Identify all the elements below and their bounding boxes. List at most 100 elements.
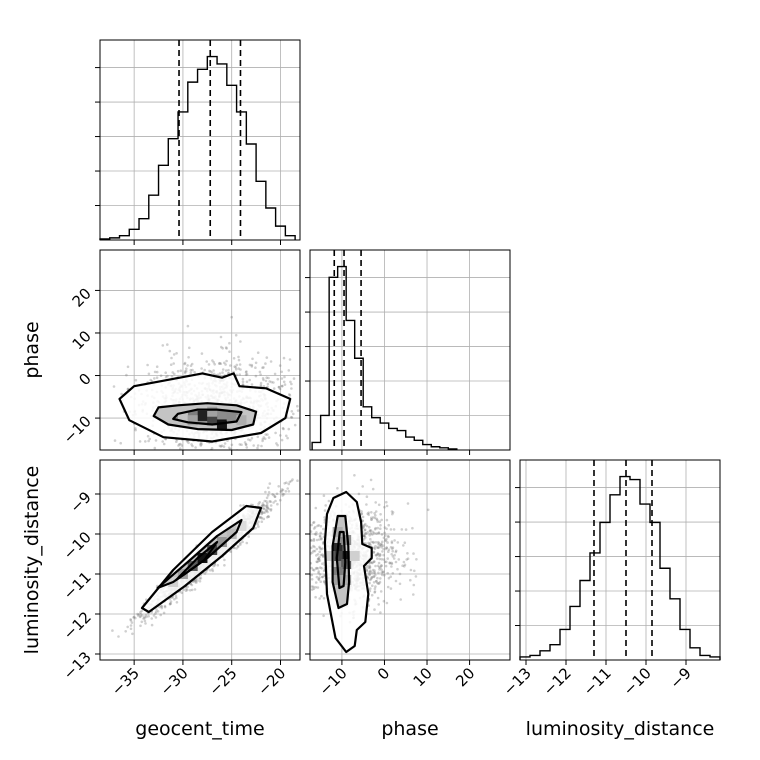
sample-point (216, 373, 219, 377)
sample-point (179, 447, 182, 450)
sample-point (238, 373, 241, 376)
density-cell (236, 415, 247, 426)
sample-point (234, 366, 237, 369)
sample-point (376, 552, 380, 556)
sample-point (245, 446, 249, 449)
sample-point (365, 568, 369, 572)
sample-point (266, 385, 269, 389)
sample-point (188, 346, 191, 350)
sample-point (216, 563, 220, 567)
sample-point (403, 541, 407, 544)
sample-point (373, 531, 376, 535)
panel-frame (99, 39, 301, 241)
sample-point (376, 557, 379, 560)
sample-point (409, 578, 412, 582)
sample-point (372, 540, 375, 544)
sample-point (302, 546, 305, 549)
sample-point (240, 443, 243, 447)
sample-point (285, 434, 288, 438)
sample-point (222, 445, 226, 448)
sample-point (385, 504, 389, 508)
sample-point (276, 377, 280, 381)
sample-point (363, 535, 366, 538)
sample-point (378, 580, 382, 584)
sample-point (315, 560, 319, 563)
sample-point (117, 635, 120, 638)
sample-point (186, 364, 189, 367)
sample-point (247, 461, 250, 464)
y-axis-label-phase: phase (21, 321, 43, 378)
sample-point (303, 482, 306, 485)
sample-point (183, 370, 187, 373)
sample-point (261, 377, 265, 380)
sample-point (164, 371, 167, 375)
sample-point (198, 456, 201, 459)
sample-point (314, 399, 317, 402)
sample-point (175, 455, 178, 458)
sample-point (232, 357, 236, 360)
panel-frame (309, 459, 511, 661)
sample-point (371, 516, 375, 519)
sample-point (291, 478, 294, 481)
sample-point (267, 491, 271, 494)
sample-point (256, 435, 260, 439)
sample-point (220, 444, 224, 448)
sample-point (368, 542, 372, 545)
sample-point (251, 357, 254, 361)
density-cell (236, 521, 247, 531)
sample-point (262, 507, 265, 510)
sample-point (244, 443, 248, 447)
sample-point (239, 368, 242, 371)
sample-point (317, 557, 320, 560)
sample-point (377, 546, 380, 549)
sample-point (385, 546, 388, 549)
sample-point (369, 569, 372, 572)
sample-point (254, 361, 258, 365)
sample-point (287, 490, 291, 493)
sample-point (262, 511, 265, 514)
sample-point (185, 587, 188, 590)
sample-point (376, 526, 380, 530)
sample-point (371, 568, 375, 572)
sample-point (134, 427, 137, 430)
sample-point (383, 531, 387, 535)
sample-point (395, 447, 398, 450)
sample-point (370, 571, 373, 574)
sample-point (153, 446, 157, 450)
sample-point (376, 520, 380, 523)
sample-point (263, 437, 267, 441)
sample-point (146, 434, 150, 438)
sample-point (259, 373, 262, 376)
sample-point (381, 540, 384, 544)
sample-point (179, 369, 183, 373)
sample-point (323, 516, 326, 519)
sample-point (129, 624, 133, 627)
sample-point (264, 490, 267, 494)
sample-point (136, 454, 139, 457)
x-axis-label-phase: phase (381, 718, 438, 740)
sample-point (239, 541, 242, 545)
y-tick-label-phase: 10 (69, 327, 95, 353)
sample-point (379, 611, 382, 614)
density-cell (341, 551, 352, 561)
density-cell (197, 410, 208, 421)
sample-point (379, 590, 383, 593)
sample-point (296, 404, 299, 408)
sample-point (138, 440, 142, 443)
sample-point (360, 510, 363, 513)
sample-point (169, 600, 173, 603)
sample-point (310, 523, 314, 527)
panel-hist-phase (305, 249, 511, 455)
sample-point (162, 611, 166, 615)
sample-point (233, 365, 236, 368)
histogram-luminosity-distance (519, 475, 721, 660)
sample-point (322, 527, 325, 531)
sample-point (244, 371, 248, 374)
sample-point (160, 605, 163, 608)
sample-point (154, 439, 158, 442)
sample-point (236, 544, 240, 548)
sample-point (374, 553, 378, 557)
sample-point (250, 503, 253, 507)
sample-point (374, 564, 377, 568)
sample-point (397, 558, 401, 561)
